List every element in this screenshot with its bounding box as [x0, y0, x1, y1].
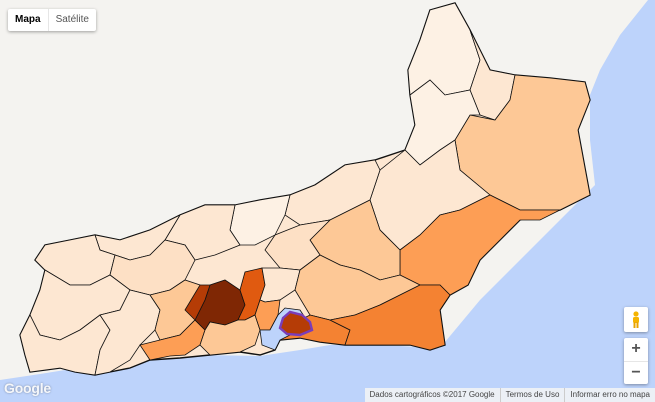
attribution-bar: Dados cartográficos ©2017 Google Termos … [364, 388, 655, 402]
report-map-error-link[interactable]: Informar erro no mapa [564, 388, 655, 402]
municipality-baixada-3[interactable] [184, 284, 211, 321]
map-type-satellite-button[interactable]: Satélite [55, 14, 89, 25]
pegman-icon [633, 310, 639, 328]
map-type-control: Mapa Satélite [8, 9, 96, 31]
municipality-north-1[interactable] [407, 2, 481, 96]
map-type-map-button[interactable]: Mapa [8, 9, 49, 31]
google-logo[interactable]: Google [4, 380, 52, 396]
zoom-in-button[interactable]: + [624, 338, 648, 362]
municipality-north-3[interactable] [404, 79, 481, 166]
zoom-control: + − [624, 338, 648, 384]
zoom-out-button[interactable]: − [631, 364, 641, 381]
terms-of-use-link[interactable]: Termos de Uso [499, 388, 565, 402]
map-data-attribution: Dados cartográficos ©2017 Google [369, 390, 495, 399]
street-view-pegman-button[interactable] [624, 307, 648, 332]
selected-municipality-niteroi[interactable] [278, 310, 314, 337]
municipality-saquarema[interactable] [328, 284, 451, 351]
municipality-metro-1[interactable] [139, 319, 206, 361]
